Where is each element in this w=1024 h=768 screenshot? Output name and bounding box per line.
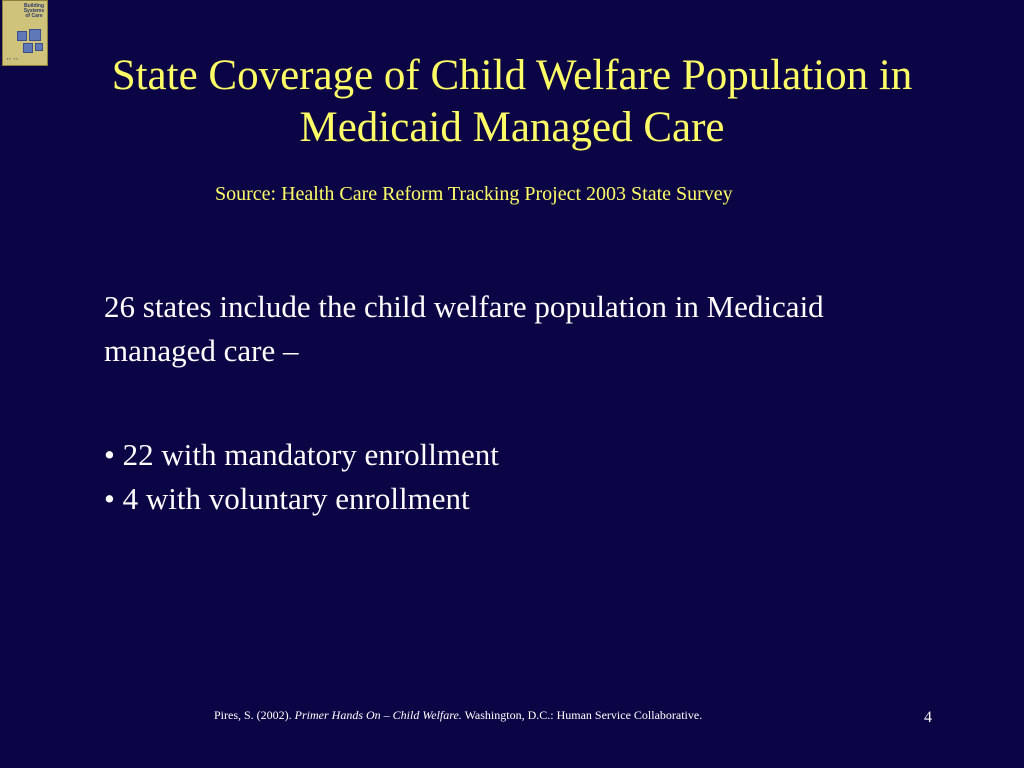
intro-paragraph: 26 states include the child welfare popu… [104, 289, 824, 368]
logo-text: Building Systems of Care [23, 3, 45, 19]
page-number: 4 [924, 709, 932, 726]
citation: Pires, S. (2002). Primer Hands On – Chil… [214, 707, 702, 723]
slide-title: State Coverage of Child Welfare Populati… [111, 52, 913, 151]
source-line: Source: Health Care Reform Tracking Proj… [215, 183, 733, 205]
logo-square-4 [35, 43, 43, 51]
logo-footer-mark: ▪▪ ▪▪ [7, 56, 19, 61]
citation-author: Pires, S. (2002). [214, 708, 295, 722]
bullet-item-mandatory: • 22 with mandatory enrollment [104, 437, 499, 472]
citation-title: Primer Hands On – Child Welfare. [294, 708, 462, 722]
logo-square-1 [17, 31, 27, 41]
building-systems-of-care-logo: Building Systems of Care ▪▪ ▪▪ [2, 0, 48, 66]
spacer [104, 373, 924, 433]
logo-square-2 [29, 29, 41, 41]
slide-body: 26 states include the child welfare popu… [104, 285, 924, 521]
citation-publisher: Washington, D.C.: Human Service Collabor… [461, 708, 703, 722]
bullet-item-voluntary: • 4 with voluntary enrollment [104, 481, 470, 516]
logo-square-3 [23, 43, 33, 53]
